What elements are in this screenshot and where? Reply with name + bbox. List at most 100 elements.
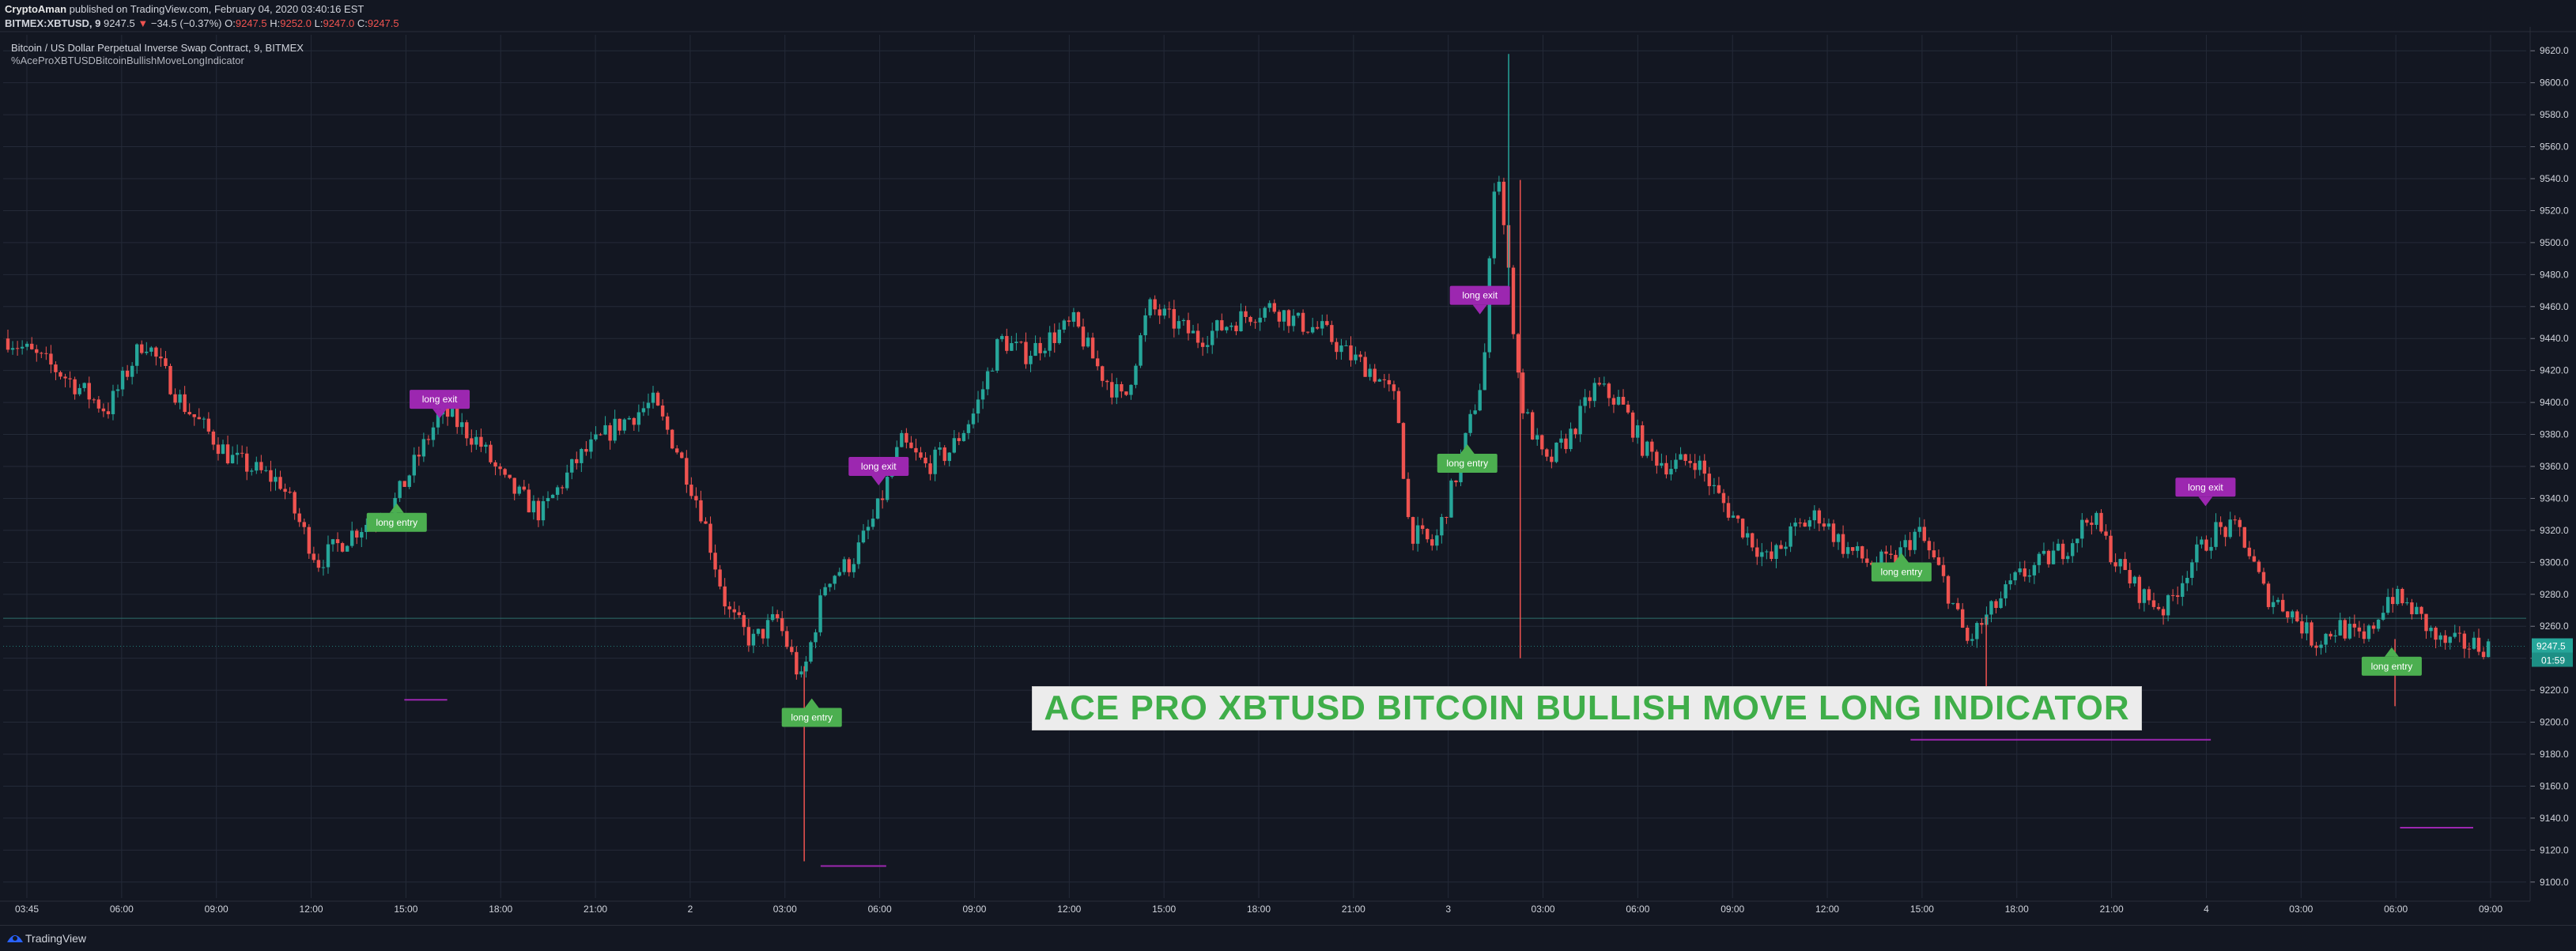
candle-body <box>2300 621 2304 634</box>
x-tick-label: 3 <box>1445 904 1451 915</box>
candle-body <box>565 472 569 489</box>
y-tick-label: 9360.0 <box>2540 461 2569 472</box>
candle-body <box>49 353 53 365</box>
candle-body <box>756 628 761 634</box>
y-tick-label: 9440.0 <box>2540 333 2569 344</box>
candle-body <box>255 462 259 471</box>
title-banner: ACE PRO XBTUSD BITCOIN BULLISH MOVE LONG… <box>1032 686 2142 730</box>
tradingview-brand[interactable]: TradingView <box>25 932 87 945</box>
y-tick-label: 9160.0 <box>2540 780 2569 791</box>
candle-body <box>2071 543 2075 557</box>
marker-box <box>2175 477 2236 497</box>
candle-body <box>689 485 693 496</box>
candle-body <box>1903 540 1907 548</box>
candle-body <box>474 436 478 445</box>
candle-body <box>1492 191 1497 259</box>
x-tick-label: 03:00 <box>1532 904 1555 915</box>
candle-body <box>1464 432 1467 456</box>
candle-body <box>1655 451 1659 466</box>
candle-body <box>1286 310 1291 326</box>
candle-body <box>302 522 306 527</box>
tradingview-logo-icon[interactable] <box>6 931 24 944</box>
candle-body <box>1200 342 1205 347</box>
candle-body <box>938 447 942 450</box>
y-tick-label: 9180.0 <box>2540 749 2569 760</box>
y-tick-label: 9220.0 <box>2540 685 2569 696</box>
candle-body <box>536 500 541 521</box>
candle-body <box>293 492 297 514</box>
candle-body <box>1812 510 1817 521</box>
candle-body <box>641 408 646 413</box>
chart-title[interactable]: Bitcoin / US Dollar Perpetual Inverse Sw… <box>11 42 304 54</box>
candle-body <box>1607 383 1611 398</box>
candle-body <box>1770 551 1773 560</box>
candle-body <box>1139 335 1143 366</box>
candle-body <box>1779 545 1783 549</box>
candle-body <box>1057 330 1061 343</box>
candle-body <box>2247 547 2252 557</box>
candle-body <box>173 394 177 403</box>
candle-body <box>980 389 985 400</box>
y-tick-label: 9280.0 <box>2540 589 2569 600</box>
candle-body <box>2042 550 2046 554</box>
candle-body <box>1344 345 1348 346</box>
y-tick-label: 9400.0 <box>2540 397 2569 408</box>
candle-body <box>1445 517 1449 519</box>
candle-body <box>1941 564 1946 576</box>
candle-body <box>1822 523 1826 527</box>
long-entry-marker: long entry <box>1437 443 1498 473</box>
candle-body <box>1215 320 1219 331</box>
candle-body <box>1335 342 1339 353</box>
candle-body <box>2434 627 2438 640</box>
candle-body <box>761 628 765 639</box>
x-tick-label: 18:00 <box>1247 904 1271 915</box>
candle-body <box>1483 352 1486 391</box>
candle-body <box>1120 383 1124 392</box>
y-tick-label: 9600.0 <box>2540 77 2569 89</box>
candle-body <box>1129 384 1133 395</box>
candle-body <box>541 501 546 521</box>
candle-body <box>1908 540 1912 550</box>
marker-box <box>1449 285 1510 305</box>
candle-body <box>1545 449 1549 457</box>
candle-body <box>1611 398 1616 405</box>
author-name[interactable]: CryptoAman <box>5 3 67 15</box>
candle-body <box>1291 315 1296 326</box>
candle-body <box>957 438 961 441</box>
candle-body <box>216 444 221 455</box>
candle-body <box>2286 611 2290 618</box>
last-price-label: 9247.5 <box>2536 641 2566 652</box>
candle-body <box>919 452 923 458</box>
candle-body <box>1559 438 1563 443</box>
candle-body <box>1702 460 1706 474</box>
candle-body <box>436 414 440 428</box>
study-title[interactable]: %AceProXBTUSDBitcoinBullishMoveLongIndic… <box>11 55 244 66</box>
candle-body <box>130 365 134 377</box>
candle-body <box>297 513 301 523</box>
x-tick-label: 15:00 <box>1910 904 1934 915</box>
candle-body <box>1989 601 1993 615</box>
candle-body <box>2438 635 2442 640</box>
candle-body <box>1172 308 1177 329</box>
candle-body <box>971 413 976 425</box>
candle-body <box>2486 641 2491 658</box>
candle-body <box>2467 648 2472 650</box>
candle-body <box>2305 622 2309 634</box>
candle-body <box>225 444 230 464</box>
candle-body <box>2195 544 2199 563</box>
candle-body <box>2113 562 2117 567</box>
candle-body <box>2343 620 2347 639</box>
candle-body <box>355 530 359 538</box>
candle-body <box>1525 412 1530 413</box>
candle-body <box>2481 651 2486 658</box>
x-tick-label: 12:00 <box>1057 904 1081 915</box>
candle-body <box>1564 438 1568 450</box>
candle-body <box>1005 336 1009 351</box>
candle-body <box>1707 474 1712 486</box>
candle-body <box>15 348 20 349</box>
candle-body <box>73 379 77 394</box>
candle-body <box>560 487 565 489</box>
candle-body <box>1951 602 1955 604</box>
published-text: published on TradingView.com, February 0… <box>69 3 364 15</box>
